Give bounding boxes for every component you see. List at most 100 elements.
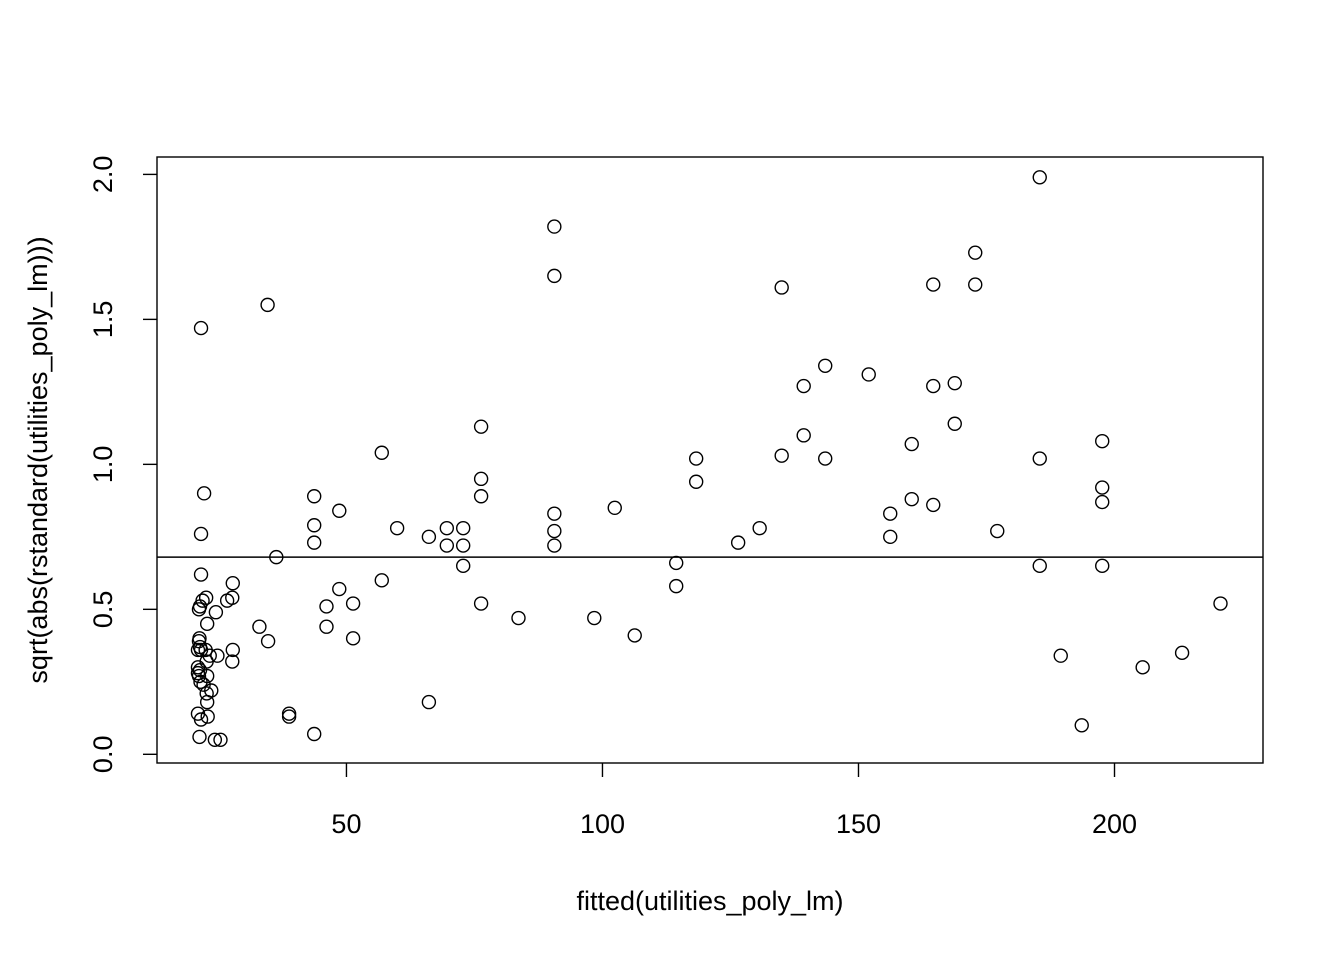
- data-point: [547, 523, 562, 539]
- data-point: [1095, 480, 1110, 495]
- data-point: [455, 538, 471, 553]
- data-point: [473, 489, 489, 504]
- data-point: [200, 709, 215, 724]
- x-tick-label: 100: [580, 809, 625, 839]
- data-point: [252, 619, 267, 634]
- data-point: [1032, 451, 1047, 466]
- data-point: [281, 706, 297, 721]
- data-point: [627, 628, 642, 643]
- data-point: [774, 448, 789, 463]
- data-point: [947, 416, 962, 431]
- data-point: [225, 654, 240, 669]
- data-point: [225, 642, 240, 658]
- data-point: [818, 451, 833, 466]
- x-axis-label: fitted(utilities_poly_lm): [576, 886, 843, 916]
- data-point: [269, 549, 284, 565]
- data-point: [607, 500, 622, 516]
- data-point: [774, 280, 789, 295]
- data-point: [225, 590, 240, 605]
- data-point: [883, 506, 898, 521]
- data-point: [374, 573, 389, 588]
- y-tick-label: 0.5: [88, 591, 118, 629]
- data-point: [796, 378, 811, 394]
- data-point: [947, 375, 962, 391]
- y-axis-label: sqrt(abs(rstandard(utilities_poly_lm))): [23, 236, 53, 683]
- data-point: [904, 491, 919, 507]
- y-tick-label: 1.5: [88, 301, 118, 339]
- data-point: [861, 367, 876, 382]
- data-point: [547, 506, 562, 521]
- data-point: [191, 668, 207, 684]
- data-point: [190, 642, 206, 658]
- data-point: [1032, 558, 1047, 574]
- data-point: [990, 523, 1005, 539]
- plot-layer: 50 100 150 200 0.0 0.5 1.0 1.5 2.0: [88, 156, 1263, 839]
- y-tick-label: 0.0: [88, 736, 118, 774]
- data-point: [904, 436, 919, 452]
- data-point: [193, 674, 208, 690]
- data-point: [207, 732, 223, 748]
- data-point: [345, 596, 361, 611]
- data-point: [1032, 170, 1047, 185]
- data-point: [587, 610, 602, 626]
- data-point: [421, 694, 437, 710]
- data-point: [306, 518, 322, 533]
- data-point: [547, 538, 562, 553]
- data-point: [319, 619, 334, 634]
- data-point: [926, 277, 941, 292]
- data-point: [421, 529, 437, 545]
- data-point: [193, 712, 209, 727]
- data-point: [306, 489, 322, 504]
- data-point: [455, 558, 471, 574]
- data-point: [260, 634, 276, 649]
- data-point: [306, 535, 322, 550]
- plot-frame: [156, 156, 1264, 764]
- data-point: [669, 578, 684, 594]
- data-point: [192, 729, 207, 745]
- data-point: [547, 219, 562, 234]
- data-point: [332, 503, 347, 518]
- data-point: [198, 590, 214, 605]
- data-point: [473, 471, 489, 487]
- data-point: [191, 602, 207, 617]
- x-tick-label: 150: [836, 809, 881, 839]
- data-point: [332, 581, 347, 597]
- data-point: [926, 378, 941, 394]
- data-point: [439, 538, 455, 553]
- data-point: [547, 268, 562, 284]
- data-point: [968, 245, 983, 260]
- data-point: [473, 596, 489, 611]
- data-point: [213, 732, 228, 748]
- data-point: [473, 419, 489, 434]
- data-point: [1053, 648, 1068, 663]
- data-point: [455, 520, 471, 536]
- data-point: [511, 610, 526, 626]
- data-point: [968, 277, 983, 292]
- data-point: [818, 358, 833, 373]
- data-point: [225, 576, 240, 591]
- data-point: [199, 616, 215, 632]
- data-point: [281, 709, 297, 724]
- data-point: [208, 605, 224, 620]
- data-point: [439, 520, 455, 536]
- data-point: [688, 451, 704, 466]
- data-point: [730, 535, 746, 550]
- data-point: [1074, 718, 1089, 733]
- data-point: [374, 445, 389, 460]
- data-point: [345, 631, 361, 646]
- x-tick-label: 50: [331, 809, 361, 839]
- data-point: [669, 555, 684, 571]
- data-point: [196, 486, 212, 501]
- data-point: [796, 428, 811, 443]
- y-tick-label: 2.0: [88, 156, 118, 194]
- data-point: [319, 599, 334, 614]
- data-point: [1174, 645, 1190, 661]
- data-point: [389, 520, 405, 536]
- y-tick-label: 1.0: [88, 446, 118, 484]
- x-tick-label: 200: [1092, 809, 1137, 839]
- data-point: [199, 686, 214, 701]
- data-point: [193, 320, 209, 336]
- data-point: [1135, 660, 1150, 675]
- data-point: [190, 660, 206, 675]
